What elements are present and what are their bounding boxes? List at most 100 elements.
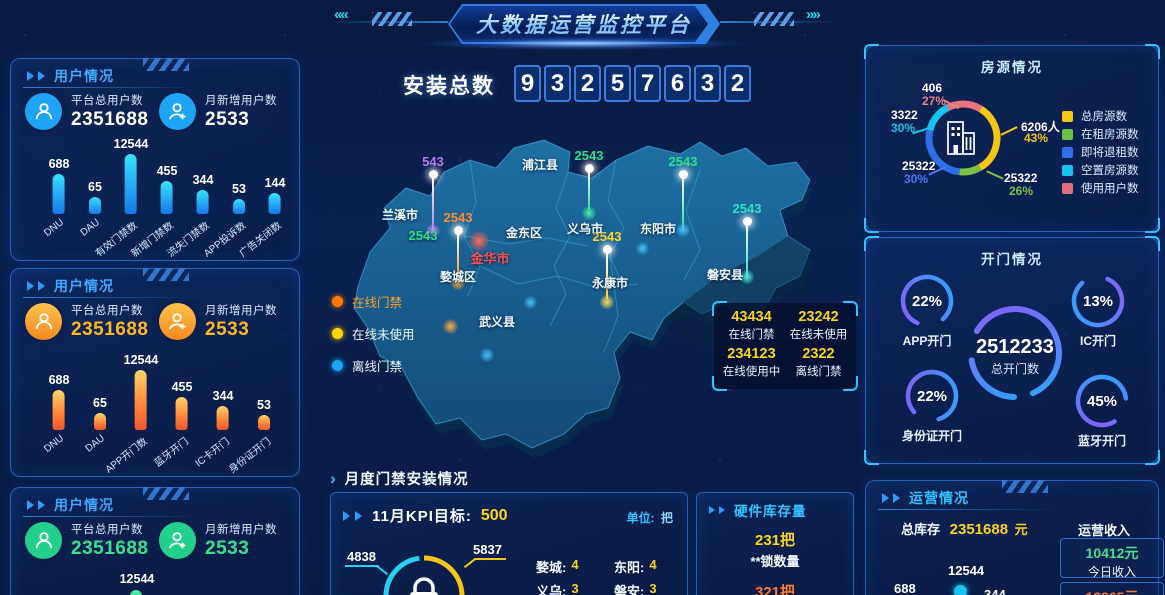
banner-glow (418, 37, 748, 50)
double-arrow-icon (893, 493, 900, 503)
user-icon (25, 302, 62, 340)
counter-digit: 7 (634, 65, 661, 102)
kpi-label: 11月KPI目标: (372, 508, 472, 525)
stat-label: 平台总用户数 (71, 524, 143, 536)
legend-dot-offline (332, 360, 343, 371)
map-svg (353, 139, 813, 458)
install-total-counter: 9 3 2 5 7 6 3 2 (514, 65, 751, 102)
double-arrow-icon (27, 71, 34, 81)
bar-value: 53 (257, 398, 271, 412)
bar (216, 406, 229, 430)
door-stat-label: 离线门禁 (795, 366, 842, 378)
partial-bar-value: 344 (984, 587, 1006, 595)
stats-row: 平台总用户数 2351688 月新增用户数 2533 (25, 520, 293, 560)
kpi-city-stat: 婺城: 4 (536, 557, 579, 576)
total-doors-value: 2512233 (976, 336, 1054, 358)
bar-label: DNU (41, 433, 66, 456)
stat-texts: 平台总用户数 2351688 (71, 91, 148, 131)
hardware-value-1: 231把 (754, 532, 796, 549)
city-stat-value: 3 (571, 581, 579, 595)
bar (175, 397, 188, 430)
bar (52, 390, 65, 430)
region-label: 金东区 (505, 226, 543, 240)
legend-item: 离线门禁 (332, 356, 415, 375)
building-icon (947, 121, 975, 155)
bar-group: 65 DAU (78, 180, 102, 239)
unit-label: 单位: 把 (627, 509, 673, 526)
chevron-right-icon: › (330, 468, 337, 488)
housing-panel-frame (864, 46, 1160, 233)
panel-title: 用户情况 (54, 68, 114, 84)
partial-bar-dot (954, 585, 967, 595)
bar-group: 688 DNU (42, 373, 69, 455)
stat-value: 2533 (205, 109, 250, 130)
stat-label: 月新增用户数 (205, 95, 277, 107)
bar (134, 370, 147, 430)
stat-new-users: 月新增用户数 2533 (159, 91, 293, 131)
partial-bar-value: 688 (894, 581, 916, 595)
bar-label: DAU (83, 433, 107, 455)
region-label: 武义县 (478, 315, 516, 329)
bar-value: 455 (156, 164, 178, 178)
bar-value: 688 (48, 157, 70, 171)
header-underline (23, 516, 203, 517)
double-arrow-icon (719, 506, 725, 514)
double-arrow-icon (27, 281, 34, 291)
pin-line (606, 253, 608, 299)
bar-label: 身份证开门 (227, 436, 274, 476)
housing-legend-item: 总房源数 (1062, 108, 1127, 124)
header-left-stripes (372, 12, 412, 26)
counter-digit: 3 (694, 65, 721, 102)
panel-stripes (143, 268, 189, 281)
header-underline (878, 509, 1058, 510)
bar-group: 344 IC卡开门 (194, 389, 233, 469)
city-glow-dot (469, 231, 489, 251)
panel-stripes (143, 487, 189, 500)
panel-header: 硬件库存量 (709, 500, 807, 520)
callout-pct: 30% (904, 172, 929, 186)
gauge-percent: 13% (1082, 292, 1114, 310)
bar-value: 65 (93, 396, 107, 410)
pin-head-dot (584, 164, 594, 173)
stat-value: 2351688 (71, 109, 149, 130)
bar-group: 688 DNU (42, 157, 70, 239)
gauge-percent: 22% (916, 387, 948, 405)
panel-header: 运营情况 (882, 488, 969, 508)
pin-line (682, 178, 684, 228)
stat-value: 2533 (205, 319, 250, 340)
housing-legend-item: 使用用户数 (1062, 180, 1139, 196)
city-label: 兰溪市 (381, 208, 419, 222)
callout-value: 25322 (1004, 171, 1038, 185)
legend-item: 在线未使用 (332, 324, 415, 343)
bar-value: 12544 (119, 572, 155, 586)
panel-header: 用户情况 (27, 495, 114, 515)
unit-label-text: 单位: (626, 511, 655, 525)
glow-dot (636, 242, 649, 255)
door-stat-value: 43434 (731, 309, 772, 325)
gauge-bluetooth: 45% 蓝牙开门 (1074, 373, 1130, 448)
counter-digit: 9 (514, 65, 541, 102)
page-title: 大数据运营监控平台 (476, 9, 692, 39)
bar-value: 144 (264, 176, 286, 190)
header-right-stripes (754, 12, 794, 26)
header-underline (23, 297, 203, 298)
income-value: 10412元 (1085, 545, 1139, 561)
stat-total-users: 平台总用户数 2351688 (25, 301, 159, 341)
bar (94, 413, 106, 430)
housing-legend-item: 在租房源数 (1062, 126, 1139, 142)
stat-value: 2533 (205, 538, 250, 559)
kpi-value: 500 (480, 506, 508, 524)
bar-value: 455 (171, 380, 193, 394)
pin-head-dot (428, 170, 438, 179)
double-arrow-icon (27, 500, 34, 510)
gauge-app: 22% APP开门 (899, 273, 955, 348)
pin-line (588, 172, 590, 210)
legend-label: 在租房源数 (1081, 129, 1139, 141)
user-plus-icon (159, 521, 196, 559)
legend-item: 在线门禁 (332, 292, 415, 311)
kpi-city-stat: 东阳: 4 (614, 557, 657, 576)
section-title-text: 月度门禁安装情况 (344, 472, 469, 488)
city-stat-label: 义乌: (536, 584, 567, 595)
leader-line (474, 558, 506, 560)
